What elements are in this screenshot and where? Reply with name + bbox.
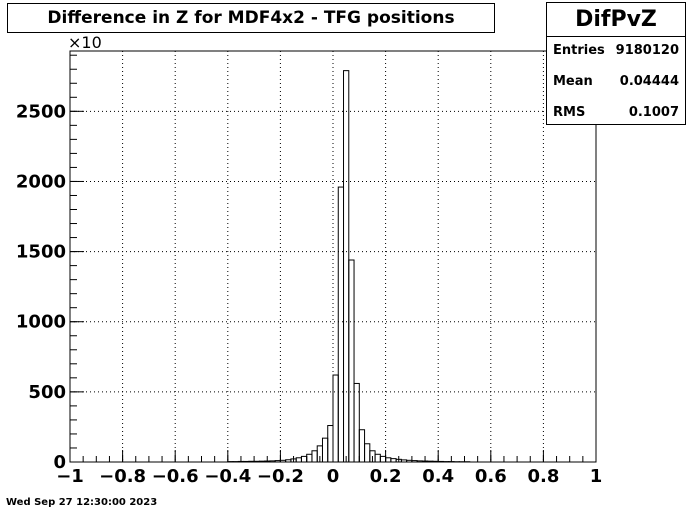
tick-labels: −1 −0.8 −0.6 −0.4 −0.2 0 0.2 0.4 0.6 0.8 1 0 500 1000…	[16, 101, 602, 487]
y-tick-label: 2000	[16, 171, 66, 192]
stats-value: 0.04444	[619, 74, 679, 89]
histogram-bin	[374, 453, 381, 463]
histogram-bin	[321, 437, 329, 463]
histogram-bin	[306, 453, 313, 463]
y-tick-label: 1500	[16, 242, 66, 263]
stats-value: 9180120	[615, 43, 679, 58]
x-tick-label: −1	[56, 466, 84, 487]
x-tick-label: −0.8	[99, 466, 146, 487]
histogram-bin	[311, 450, 318, 463]
stats-row-entries: Entries 9180120	[553, 43, 679, 63]
x-tick-label: 0.2	[370, 466, 402, 487]
y-tick-label: 500	[28, 382, 66, 403]
histogram-bin	[358, 429, 366, 463]
y-tick-label: 2500	[16, 101, 66, 122]
y-multiplier-label: ×10	[68, 33, 102, 52]
histogram-bin	[348, 259, 355, 463]
stats-label: Entries	[553, 43, 605, 58]
x-tick-label: 0.4	[422, 466, 454, 487]
stats-value: 0.1007	[628, 105, 679, 120]
x-tick-label: −0.2	[257, 466, 304, 487]
axes	[69, 50, 597, 463]
timestamp: Wed Sep 27 12:30:00 2023	[6, 497, 158, 508]
x-tick-label: 1	[590, 466, 603, 487]
histogram-bin	[327, 425, 334, 463]
x-tick-label: −0.6	[152, 466, 199, 487]
grid	[70, 51, 596, 462]
histogram-bin	[364, 443, 371, 463]
histogram-bin	[379, 455, 387, 463]
stats-name: DifPvZ	[547, 3, 685, 37]
stats-label: RMS	[553, 105, 586, 120]
histogram-bin	[300, 455, 308, 463]
x-tick-label: 0.6	[475, 466, 507, 487]
y-tick-label: 1000	[16, 312, 66, 333]
stats-label: Mean	[553, 74, 593, 89]
histogram-bin	[295, 457, 302, 463]
chart-title: Difference in Z for MDF4x2 - TFG positio…	[7, 3, 495, 33]
stats-row-rms: RMS 0.1007	[553, 105, 679, 125]
stats-row-mean: Mean 0.04444	[553, 74, 679, 94]
histogram-bin	[332, 374, 339, 463]
histogram-bin	[343, 70, 350, 463]
chart-title-text: Difference in Z for MDF4x2 - TFG positio…	[47, 8, 455, 28]
histogram-bars	[70, 70, 596, 463]
x-tick-label: 0.8	[527, 466, 559, 487]
x-tick-label: −0.4	[204, 466, 251, 487]
x-tick-label: 0	[327, 466, 340, 487]
histogram-bin	[353, 382, 360, 463]
histogram-bin	[337, 186, 345, 463]
stats-box: DifPvZ Entries 9180120 Mean 0.04444 RMS …	[546, 2, 686, 125]
y-tick-label: 0	[53, 452, 66, 473]
histogram-bin	[385, 457, 392, 463]
histogram-bin	[390, 458, 397, 463]
